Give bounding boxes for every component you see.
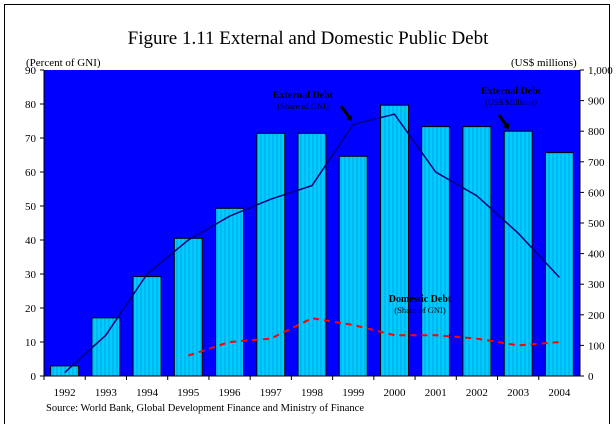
left-tick-label: 70: [25, 133, 37, 145]
bar-2004: [544, 152, 574, 377]
x-tick-label: 2002: [466, 387, 488, 399]
right-tick-label: 500: [588, 218, 605, 230]
bar-1996: [215, 207, 245, 377]
annotation-subtitle: (Share of GNI): [277, 101, 329, 111]
bar-1993: [91, 317, 121, 377]
chart-title: Figure 1.11 External and Domestic Public…: [127, 28, 489, 49]
right-tick-label: 300: [588, 279, 605, 291]
x-tick-label: 2004: [548, 387, 571, 399]
annotation-arrowhead: [502, 122, 510, 130]
x-tick-label: 2003: [507, 387, 530, 399]
left-tick-label: 10: [25, 337, 37, 349]
left-tick-label: 90: [25, 65, 37, 77]
annotation-subtitle: (US$ Millions): [485, 97, 537, 107]
left-tick-label: 20: [25, 303, 37, 315]
left-tick-label: 30: [25, 269, 37, 281]
bar-1995: [173, 237, 203, 377]
annotation-arrowhead: [345, 114, 353, 122]
right-tick-label: 200: [588, 310, 605, 322]
annotation-arrow: [497, 114, 508, 126]
bar-1994: [132, 276, 162, 377]
right-tick-label: 600: [588, 187, 605, 199]
source-note: Source: World Bank, Global Development F…: [46, 403, 364, 414]
chart-frame: [4, 4, 610, 424]
left-tick-label: 80: [25, 99, 37, 111]
x-tick-label: 1994: [136, 387, 159, 399]
left-axis-label: (Percent of GNI): [26, 57, 101, 69]
annotation-title: External Debt: [273, 90, 334, 101]
bar-1999: [338, 155, 368, 377]
right-tick-label: 100: [588, 340, 605, 352]
x-tick-label: 1998: [301, 387, 324, 399]
x-tick-label: 2001: [425, 387, 447, 399]
right-tick-label: 400: [588, 249, 605, 261]
left-tick-label: 60: [25, 167, 37, 179]
left-tick-label: 0: [31, 371, 37, 383]
right-tick-label: 800: [588, 126, 605, 138]
annotation-title: External Debt: [481, 86, 542, 97]
bar-2003: [503, 130, 533, 377]
x-tick-label: 1997: [260, 387, 283, 399]
x-tick-label: 2000: [383, 387, 406, 399]
bar-1997: [256, 132, 286, 377]
x-tick-label: 1996: [219, 387, 242, 399]
x-tick-label: 1992: [54, 387, 76, 399]
bar-2001: [421, 126, 451, 377]
annotation-arrow: [339, 105, 351, 118]
right-tick-label: 700: [588, 157, 605, 169]
annotation-subtitle: (Share of GNI): [394, 305, 446, 315]
right-axis-label: (US$ millions): [511, 57, 577, 69]
right-tick-label: 900: [588, 96, 605, 108]
annotation-title: Domestic Debt: [389, 294, 452, 305]
external-debt-share-line: [64, 113, 560, 374]
left-tick-label: 50: [25, 201, 37, 213]
left-tick-label: 40: [25, 235, 37, 247]
x-tick-label: 1995: [177, 387, 200, 399]
right-tick-label: 1,000: [588, 65, 613, 77]
right-tick-label: 0: [588, 371, 594, 383]
bar-1992: [50, 365, 80, 377]
x-tick-label: 1999: [342, 387, 365, 399]
x-tick-label: 1993: [95, 387, 118, 399]
